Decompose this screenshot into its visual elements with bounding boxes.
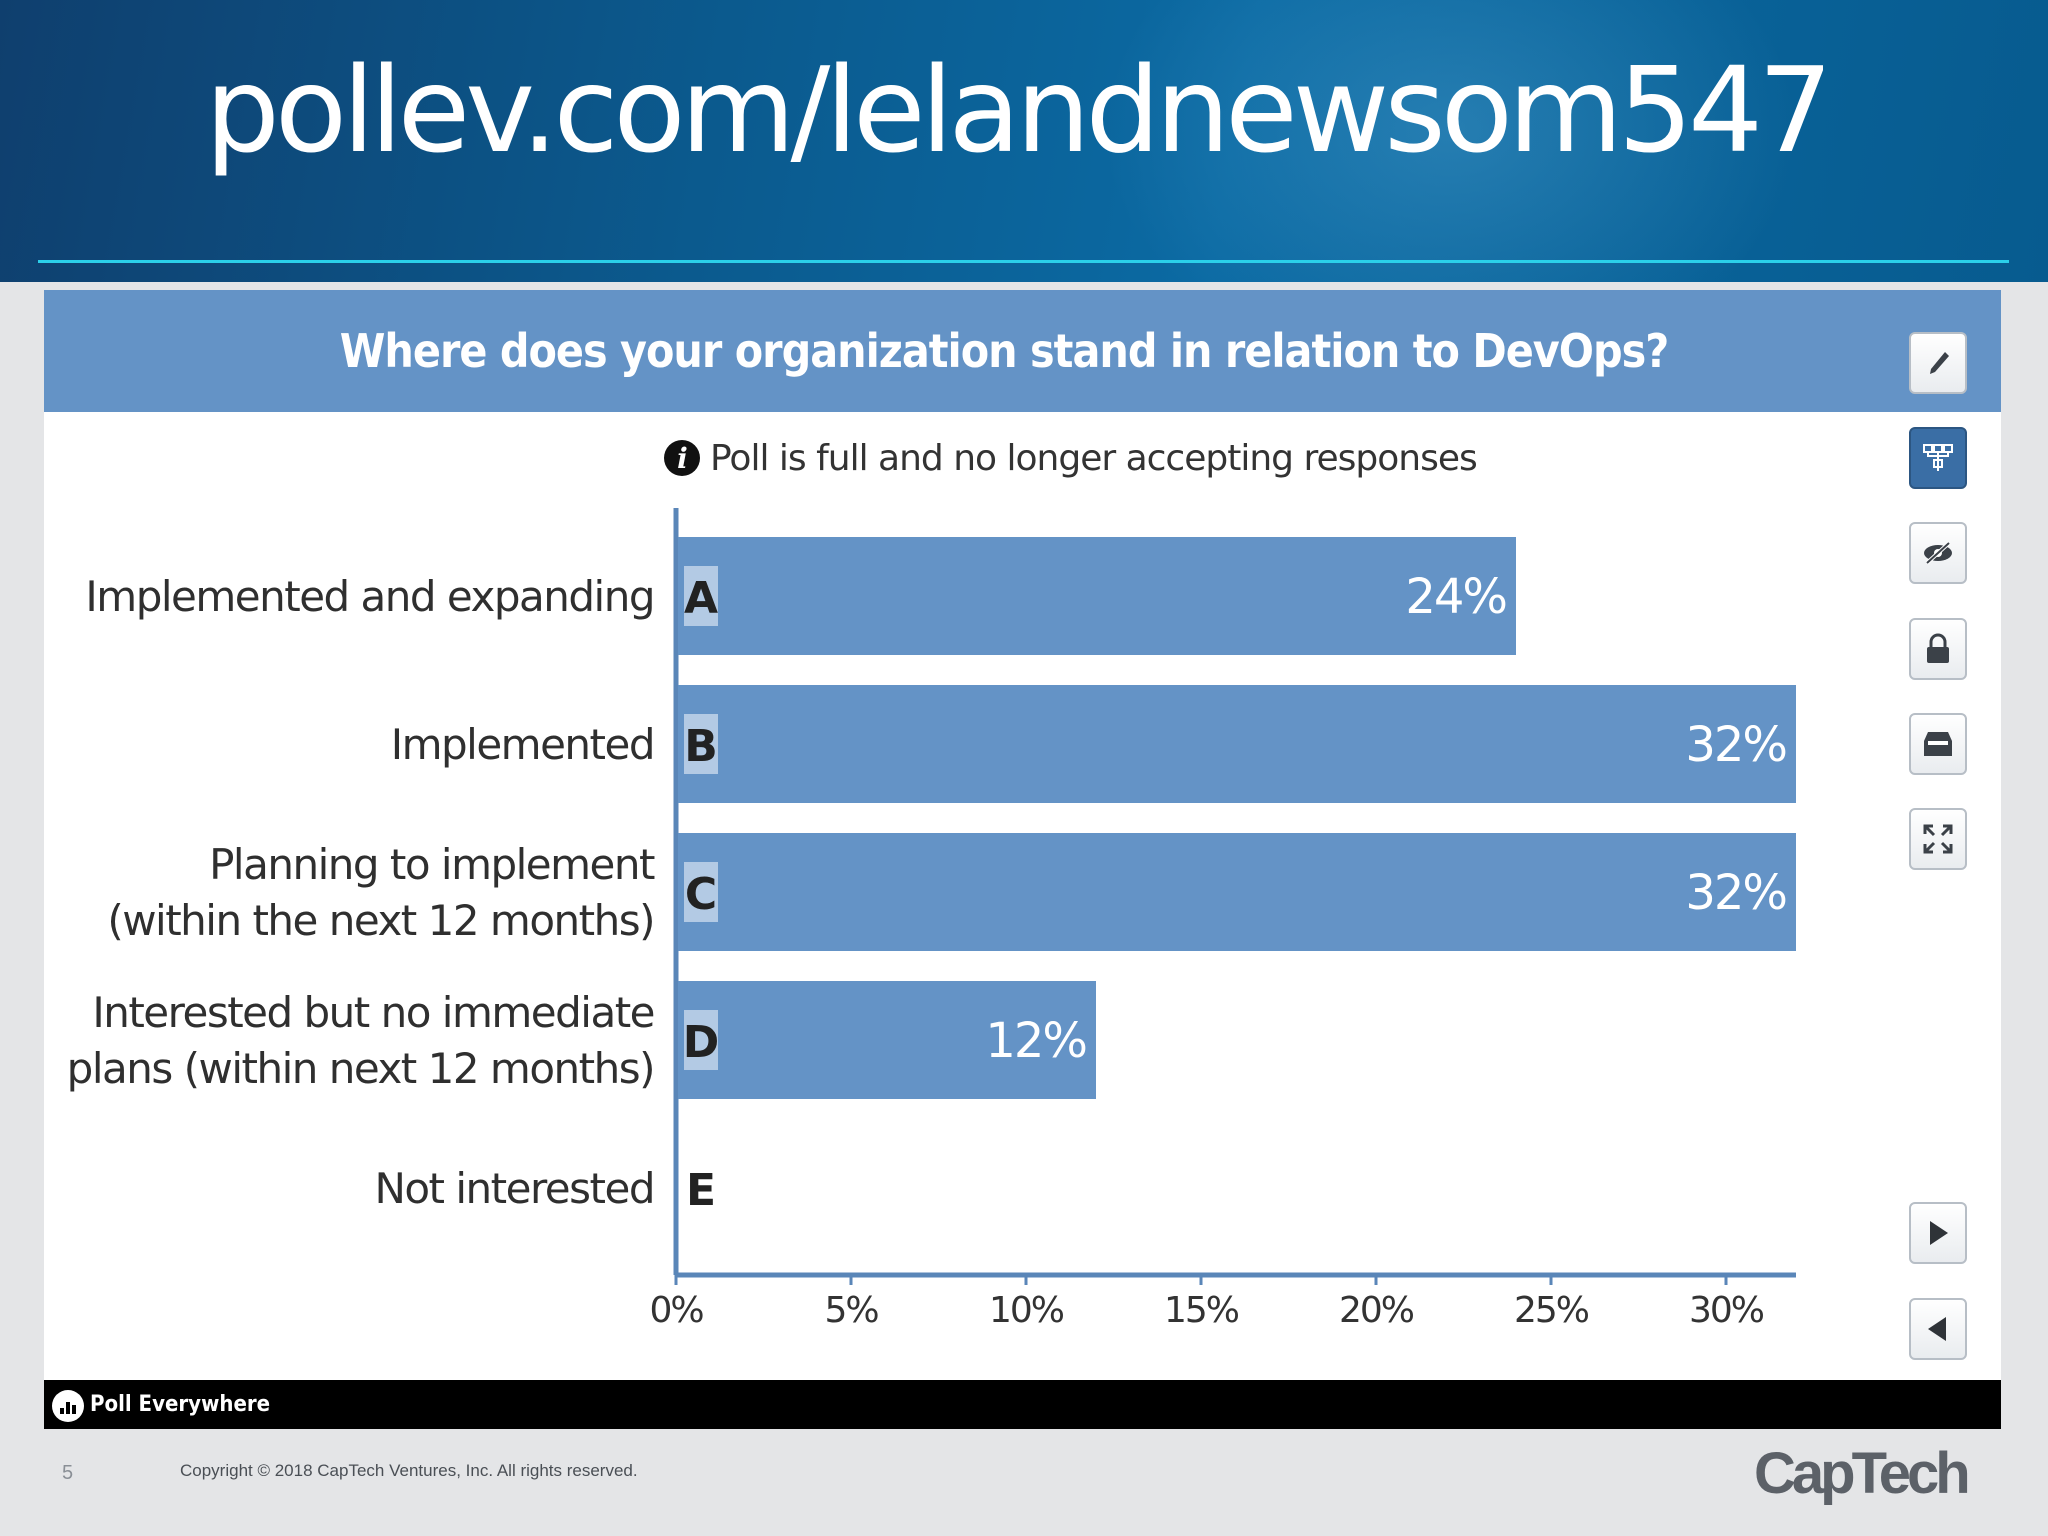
choice-letter: D (683, 1017, 720, 1068)
category-label: Not interested (374, 1164, 654, 1213)
x-tick-label: 0% (649, 1290, 703, 1331)
bar-value-label: 24% (1405, 569, 1506, 625)
poll-everywhere-logo-icon (52, 1390, 84, 1422)
hide-responses-icon (1924, 541, 1952, 565)
lock-icon (1927, 633, 1949, 663)
letter-chip (684, 862, 718, 922)
category-label: (within the next 12 months) (107, 896, 654, 945)
fullscreen-button[interactable] (1909, 808, 1967, 870)
category-label: Interested but no immediate (92, 988, 654, 1037)
pen-button[interactable] (1909, 332, 1967, 394)
poll-question: Where does your organization stand in re… (339, 324, 1669, 378)
captech-logo: CapTech (1754, 1441, 1971, 1506)
x-tick-label: 5% (824, 1290, 878, 1331)
poll-status: i Poll is full and no longer accepting r… (664, 430, 1564, 486)
x-tick-label: 30% (1689, 1290, 1764, 1331)
slide-header: pollev.com/lelandnewsom547 (0, 0, 2048, 282)
results-bar-chart: 0% 5% 10% 15% 20% 25% 30% 24% A Implemented and e… (67, 508, 1796, 1331)
pen-icon (1930, 352, 1949, 374)
choice-letter: A (684, 573, 718, 624)
x-tick-label: 15% (1164, 1290, 1239, 1331)
choice-letter: C (685, 869, 717, 920)
choice-letter: B (684, 721, 718, 772)
header-divider (38, 260, 2009, 263)
category-label: plans (within next 12 months) (67, 1044, 654, 1093)
poll-header: Where does your organization stand in re… (44, 290, 2001, 412)
poll-status-text: Poll is full and no longer accepting res… (710, 437, 1478, 479)
previous-slide-button[interactable] (1909, 1298, 1967, 1360)
bar-c (678, 833, 1796, 951)
category-label: Implemented and expanding (85, 572, 654, 621)
previous-icon (1928, 1317, 1946, 1341)
next-icon (1930, 1221, 1948, 1245)
archive-icon (1924, 732, 1952, 756)
archive-button[interactable] (1909, 713, 1967, 775)
bar-value-label: 32% (1685, 717, 1786, 773)
poll-everywhere-bar: Poll Everywhere (44, 1380, 2001, 1429)
letter-chip (684, 566, 718, 626)
response-settings-icon (1923, 444, 1953, 471)
response-settings-button[interactable] (1909, 427, 1967, 489)
copyright-notice: Copyright © 2018 CapTech Ventures, Inc. … (180, 1461, 638, 1480)
bar-b (678, 685, 1796, 803)
category-label: Implemented (391, 720, 654, 769)
letter-chip (684, 714, 718, 774)
slide-title: pollev.com/lelandnewsom547 (205, 41, 1833, 179)
choice-letter: E (686, 1165, 716, 1216)
x-tick-label: 10% (989, 1290, 1064, 1331)
x-tick-label: 20% (1339, 1290, 1414, 1331)
poll-panel: Where does your organization stand in re… (44, 290, 2001, 1380)
fullscreen-icon (1923, 824, 1953, 854)
bar-value-label: 32% (1685, 865, 1786, 921)
bar-a (678, 537, 1516, 655)
hide-responses-button[interactable] (1909, 522, 1967, 584)
info-icon: i (664, 440, 700, 476)
lock-button[interactable] (1909, 618, 1967, 680)
letter-chip (684, 1010, 718, 1070)
category-label: Planning to implement (209, 840, 655, 889)
x-tick-label: 25% (1514, 1290, 1589, 1331)
bar-value-label: 12% (985, 1013, 1086, 1069)
next-slide-button[interactable] (1909, 1202, 1967, 1264)
slide-number: 5 (62, 1462, 74, 1484)
poll-everywhere-brand: Poll Everywhere (90, 1392, 271, 1417)
bar-d (678, 981, 1096, 1099)
